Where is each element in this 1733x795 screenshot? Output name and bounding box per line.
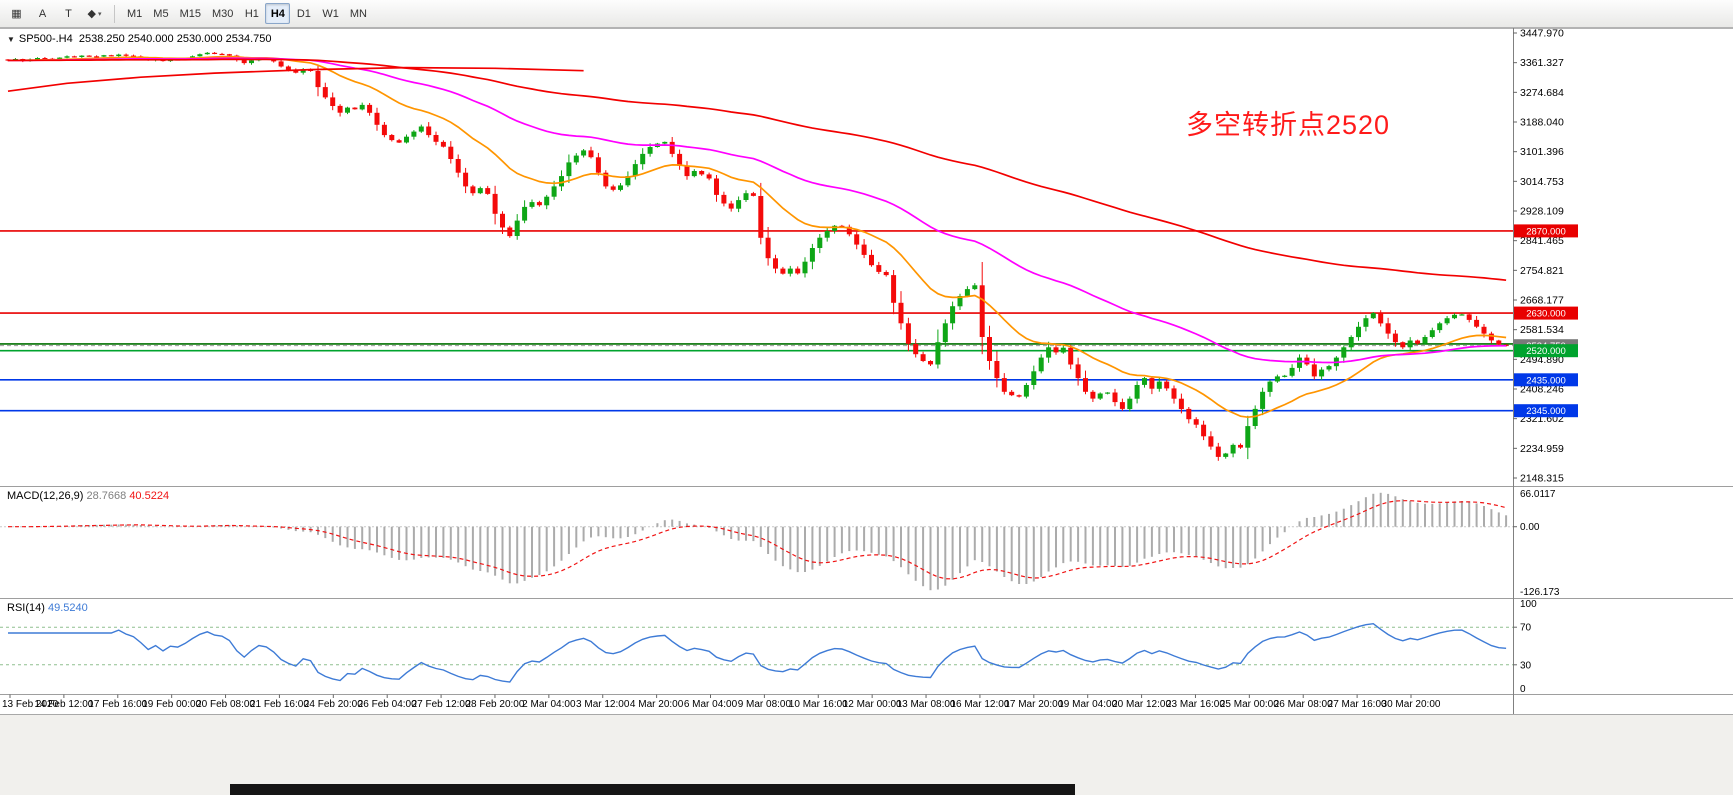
arrow-annotation-tool-icon[interactable]: A [38,7,47,20]
time-axis[interactable] [0,694,1513,714]
rsi-name: RSI(14) [7,602,45,614]
macd-panel-splitter[interactable] [0,484,1733,489]
toolbar: ▦ A T ◆ ▾ M1 M5 M15 M30 H1 H4 D1 W1 MN [0,0,1733,28]
timeframe-button-w1[interactable]: W1 [322,7,339,20]
text-tool-icon[interactable]: T [65,7,72,20]
chevron-down-icon: ▾ [97,10,102,18]
timeframe-button-mn[interactable]: MN [349,7,367,20]
taskbar-sliver [230,784,1075,795]
horizontal-lines[interactable] [0,230,1513,412]
macd-main-value: 28.7668 [86,490,127,502]
timeframe-button-h4[interactable]: H4 [265,3,291,24]
macd-name: MACD(12,26,9) [7,490,84,502]
chart-title: ▼ SP500-.H4 2538.250 2540.000 2530.000 25… [7,33,272,45]
timeframe-button-m15[interactable]: M15 [179,7,201,20]
rsi-label: RSI(14) 49.5240 [7,602,88,614]
chart-collapse-icon[interactable]: ▼ [7,35,15,44]
timeframe-button-d1[interactable]: D1 [296,7,311,20]
toolbar-separator [114,4,115,23]
rsi-value: 49.5240 [47,602,88,614]
toolbar-timeframes-group: M1 M5 M15 M30 H1 H4 D1 W1 MN [122,3,372,24]
macd-signal-value: 40.5224 [129,490,170,502]
chart-annotation: 多空转折点2520 [1186,110,1391,140]
window-footer [0,714,1733,795]
chart-window-tool-icon[interactable]: ▦ [11,8,22,20]
shapes-tool-icon[interactable]: ◆ ▾ [87,8,102,20]
macd-label: MACD(12,26,9) 28.7668 40.5224 [7,490,169,502]
panel-borders [0,28,1733,714]
toolbar-tools-group: ▦ A T ◆ ▾ [4,3,107,24]
timeframe-button-m1[interactable]: M1 [127,7,143,20]
timeframe-button-m5[interactable]: M5 [153,7,169,20]
timeframe-button-m30[interactable]: M30 [211,7,234,20]
price-axis[interactable] [1513,28,1733,694]
chart-ohlc-text: SP500-.H4 2538.250 2540.000 2530.000 253… [18,33,272,45]
rsi-panel-splitter[interactable] [0,596,1733,601]
timeframe-button-h1[interactable]: H1 [244,7,259,20]
